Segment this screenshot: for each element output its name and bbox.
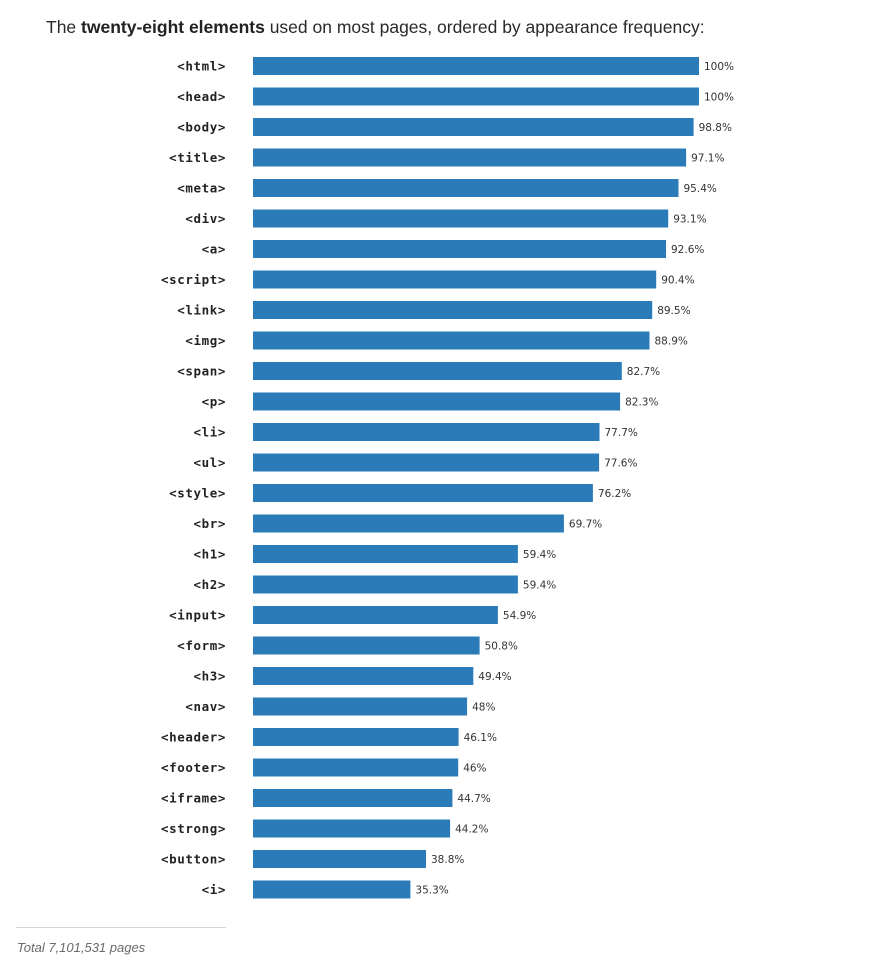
category-label: <input>	[169, 608, 226, 623]
category-label: <p>	[202, 394, 226, 409]
value-label: 35.3%	[415, 885, 448, 897]
category-label: <a>	[202, 242, 226, 257]
category-label: <img>	[185, 333, 226, 348]
value-label: 77.6%	[604, 458, 637, 470]
heading-emphasis: twenty-eight elements	[81, 17, 265, 37]
value-label: 50.8%	[485, 641, 518, 653]
category-label: <script>	[161, 272, 226, 287]
value-label: 90.4%	[661, 275, 694, 287]
bar	[253, 697, 468, 716]
bar	[253, 728, 459, 746]
bar-chart: <html> 100% <head> 100% <body> 98.8% <title> 97…	[161, 57, 734, 899]
value-label: 54.9%	[503, 610, 536, 622]
value-label: 92.6%	[671, 244, 704, 256]
value-label: 93.1%	[673, 214, 706, 226]
bar	[253, 179, 679, 197]
heading-prefix: The	[46, 17, 82, 37]
value-label: 82.7%	[627, 366, 660, 378]
bar	[253, 758, 459, 777]
bar	[253, 270, 657, 289]
value-label: 59.4%	[523, 580, 556, 592]
bar	[253, 301, 653, 319]
bar	[253, 484, 593, 502]
category-label: <iframe>	[161, 791, 226, 806]
category-label: <ul>	[193, 455, 226, 470]
category-label: <footer>	[161, 760, 226, 775]
value-label: 49.4%	[478, 671, 511, 683]
value-label: 46.1%	[464, 732, 497, 744]
value-label: 77.7%	[605, 427, 638, 439]
bar	[253, 789, 453, 807]
bar	[253, 819, 451, 838]
category-label: <h3>	[193, 669, 226, 684]
category-label: <span>	[177, 364, 226, 379]
bar	[253, 545, 518, 563]
value-label: 44.2%	[455, 824, 488, 836]
bar	[253, 850, 426, 868]
category-label: <h2>	[193, 577, 226, 592]
value-label: 46%	[463, 763, 486, 775]
footnote-total: Total 7,101,531 pages	[17, 940, 146, 955]
category-label: <br>	[193, 516, 226, 531]
bar	[253, 118, 694, 136]
bar	[253, 87, 699, 106]
heading-suffix: used on most pages, ordered by appearanc…	[264, 17, 705, 37]
bar	[253, 514, 564, 533]
chart-heading: The twenty-eight elements used on most p…	[46, 16, 705, 38]
category-label: <h1>	[193, 547, 226, 562]
value-label: 44.7%	[457, 793, 490, 805]
bar	[253, 880, 411, 899]
category-label: <body>	[177, 120, 226, 135]
bar	[253, 423, 600, 441]
category-label: <form>	[177, 638, 226, 653]
bar	[253, 148, 687, 167]
bar	[253, 606, 498, 624]
value-label: 88.9%	[655, 336, 688, 348]
bar	[253, 209, 669, 228]
value-label: 76.2%	[598, 488, 631, 500]
category-label: <link>	[177, 303, 226, 318]
bar	[253, 636, 480, 655]
value-label: 89.5%	[657, 305, 690, 317]
category-label: <meta>	[177, 181, 226, 196]
category-label: <i>	[202, 882, 226, 897]
footnote-divider	[16, 927, 226, 928]
value-label: 59.4%	[523, 549, 556, 561]
category-label: <head>	[177, 89, 226, 104]
category-label: <title>	[169, 150, 226, 165]
category-label: <li>	[193, 425, 226, 440]
value-label: 38.8%	[431, 854, 464, 866]
value-label: 100%	[704, 92, 734, 104]
value-label: 98.8%	[699, 122, 732, 134]
bar	[253, 575, 518, 594]
category-label: <strong>	[161, 821, 226, 836]
value-label: 82.3%	[625, 397, 658, 409]
category-label: <nav>	[185, 699, 226, 714]
bar	[253, 392, 621, 411]
category-label: <html>	[177, 59, 226, 74]
bar	[253, 331, 650, 350]
bar	[253, 57, 699, 75]
value-label: 100%	[704, 61, 734, 73]
category-label: <header>	[161, 730, 226, 745]
value-label: 95.4%	[684, 183, 717, 195]
bar	[253, 453, 600, 472]
value-label: 97.1%	[691, 153, 724, 165]
category-label: <style>	[169, 486, 226, 501]
category-label: <button>	[161, 852, 226, 867]
value-label: 48%	[472, 702, 495, 714]
bar	[253, 667, 474, 685]
value-label: 69.7%	[569, 519, 602, 531]
category-label: <div>	[185, 211, 226, 226]
bar	[253, 362, 622, 380]
bar	[253, 240, 666, 258]
